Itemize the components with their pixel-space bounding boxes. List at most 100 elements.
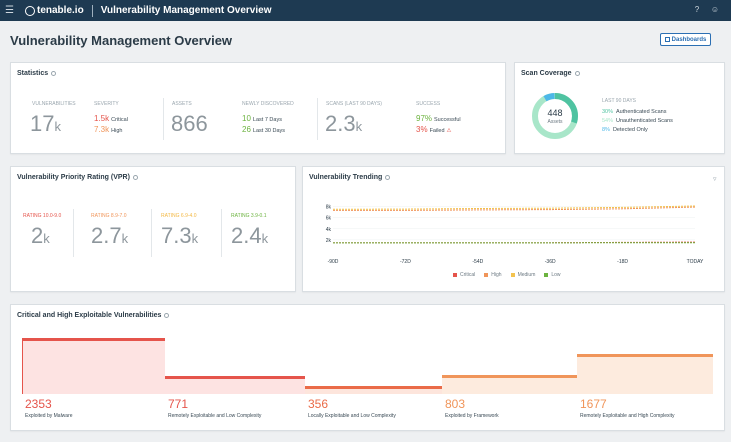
legend-medium[interactable]: Medium bbox=[510, 272, 535, 278]
divider bbox=[73, 209, 74, 257]
tenable-logo[interactable]: tenable.io bbox=[25, 5, 84, 16]
logo-mark-icon bbox=[25, 5, 35, 16]
coverage-donut[interactable] bbox=[531, 92, 579, 140]
vpr-rating-medium-label: RATING 6.9-4.0 bbox=[161, 213, 197, 219]
x-tick-label: TODAY bbox=[687, 259, 704, 265]
exploit-bar[interactable] bbox=[165, 375, 305, 394]
coverage-period: LAST 90 DAYS bbox=[602, 98, 636, 104]
assets-label: ASSETS bbox=[172, 101, 192, 107]
scan-coverage-card: Scan Coverage 448 Assets LAST 90 DAYS 30… bbox=[514, 62, 725, 154]
vpr-rating-high-label: RATING 8.9-7.0 bbox=[91, 213, 127, 219]
newly-discovered-30d[interactable]: 26 Last 30 Days bbox=[242, 125, 286, 134]
trending-card: Vulnerability Trending ▿ 8k 6k 4k 2k -90D -72… bbox=[302, 166, 725, 292]
vulnerabilities-value[interactable]: 17k bbox=[30, 111, 61, 136]
coverage-item-unauthenticated[interactable]: 54% Unauthenticated Scans bbox=[602, 118, 673, 124]
success-failed[interactable]: 3% Failed ⚠ bbox=[416, 125, 452, 134]
trending-legend: Critical High Medium Low bbox=[453, 272, 570, 278]
vpr-card: Vulnerability Priority Rating (VPR) RATI… bbox=[10, 166, 296, 292]
exploit-bar-label: Exploited by Malware bbox=[25, 413, 73, 419]
vpr-rating-low-value[interactable]: 2.4k bbox=[231, 223, 269, 248]
vpr-rating-high-value[interactable]: 2.7k bbox=[91, 223, 129, 248]
divider bbox=[317, 98, 318, 140]
grid-icon bbox=[664, 37, 670, 42]
x-tick-label: -36D bbox=[545, 259, 556, 265]
donut-detected-arc bbox=[532, 93, 578, 139]
exploit-bar-value[interactable]: 2353 bbox=[25, 397, 52, 411]
exploit-bar[interactable] bbox=[442, 374, 577, 394]
exploit-bar-value[interactable]: 803 bbox=[445, 397, 466, 411]
top-bar: ☰ tenable.io Vulnerability Management Ov… bbox=[0, 0, 731, 21]
success-label: SUCCESS bbox=[416, 101, 441, 107]
user-icon[interactable]: ☺ bbox=[710, 5, 720, 14]
exploit-bar[interactable] bbox=[22, 338, 165, 394]
hamburger-icon[interactable]: ☰ bbox=[5, 5, 14, 16]
coverage-center-label: Assets bbox=[547, 119, 563, 125]
exploit-bar-label: Exploited by Framework bbox=[445, 413, 499, 419]
y-tick-label: 6k bbox=[326, 216, 332, 222]
trending-title: Vulnerability Trending bbox=[309, 174, 383, 181]
coverage-item-detected[interactable]: 8% Detected Only bbox=[602, 127, 648, 133]
series-line-medium[interactable] bbox=[332, 205, 696, 210]
legend-high[interactable]: High bbox=[484, 272, 502, 278]
exploit-bar-label: Locally Exploitable and Low Complexity bbox=[308, 413, 396, 419]
vpr-rating-medium-value[interactable]: 7.3k bbox=[161, 223, 199, 248]
y-tick-label: 8k bbox=[326, 205, 332, 211]
exploitable-title: Critical and High Exploitable Vulnerabil… bbox=[17, 312, 162, 319]
dashboards-button[interactable]: Dashboards bbox=[660, 33, 711, 46]
y-tick-label: 2k bbox=[326, 238, 332, 244]
coverage-item-authenticated[interactable]: 30% Authenticated Scans bbox=[602, 109, 667, 115]
page-title: Vulnerability Management Overview bbox=[10, 33, 233, 48]
statistics-title: Statistics bbox=[17, 70, 49, 77]
warning-icon: ⚠ bbox=[446, 128, 452, 134]
exploit-bar-label: Remotely Exploitable and High Complexity bbox=[580, 413, 675, 419]
scans-value[interactable]: 2.3k bbox=[325, 111, 363, 136]
filter-icon[interactable]: ▿ bbox=[713, 176, 717, 183]
severity-label: SEVERITY bbox=[94, 101, 119, 107]
vpr-title: Vulnerability Priority Rating (VPR) bbox=[17, 174, 130, 181]
divider bbox=[221, 209, 222, 257]
exploit-bar-label: Remotely Exploitable and Low Complexity bbox=[168, 413, 262, 419]
help-icon[interactable]: ? bbox=[694, 5, 700, 14]
info-icon[interactable] bbox=[132, 175, 138, 180]
legend-critical[interactable]: Critical bbox=[453, 272, 475, 278]
exploit-bar-value[interactable]: 1677 bbox=[580, 397, 607, 411]
info-icon[interactable] bbox=[385, 175, 391, 180]
vpr-rating-critical-value[interactable]: 2k bbox=[31, 223, 50, 248]
brand-name: tenable.io bbox=[37, 5, 84, 16]
trending-chart[interactable]: 8k 6k 4k 2k -90D -72D -54D -36D -18D TODAY bbox=[303, 167, 726, 293]
newly-discovered-7d[interactable]: 10 Last 7 Days bbox=[242, 114, 282, 123]
exploit-bar-value[interactable]: 356 bbox=[308, 397, 329, 411]
legend-low[interactable]: Low bbox=[544, 272, 561, 278]
scans-label: SCANS (LAST 90 DAYS) bbox=[326, 101, 382, 107]
y-tick-label: 4k bbox=[326, 227, 332, 233]
info-icon[interactable] bbox=[164, 313, 170, 318]
legend-swatch bbox=[453, 273, 457, 277]
vpr-rating-low-label: RATING 3.9-0.1 bbox=[231, 213, 267, 219]
exploitable-card: Critical and High Exploitable Vulnerabil… bbox=[10, 304, 725, 431]
x-tick-label: -72D bbox=[400, 259, 411, 265]
severity-critical[interactable]: 1.5k Critical bbox=[94, 114, 128, 123]
assets-value[interactable]: 866 bbox=[171, 111, 208, 136]
series-line-high[interactable] bbox=[333, 206, 696, 211]
title-separator bbox=[91, 4, 93, 17]
info-icon[interactable] bbox=[574, 71, 580, 76]
x-tick-label: -54D bbox=[472, 259, 483, 265]
legend-swatch bbox=[484, 273, 489, 277]
success-successful[interactable]: 97% Successful bbox=[416, 114, 461, 123]
legend-swatch bbox=[510, 273, 515, 277]
vulnerabilities-label: VULNERABILITIES bbox=[32, 101, 76, 107]
exploit-bar[interactable] bbox=[305, 385, 442, 394]
legend-swatch bbox=[544, 273, 549, 277]
exploit-bar-value[interactable]: 771 bbox=[168, 397, 189, 411]
statistics-card: Statistics VULNERABILITIES 17k SEVERITY … bbox=[10, 62, 506, 154]
scan-coverage-title: Scan Coverage bbox=[521, 70, 572, 77]
divider bbox=[163, 98, 164, 140]
coverage-center-value: 448 bbox=[547, 108, 563, 118]
x-tick-label: -90D bbox=[328, 259, 339, 265]
info-icon[interactable] bbox=[51, 71, 57, 76]
newly-discovered-label: NEWLY DISCOVERED bbox=[242, 101, 294, 107]
severity-high[interactable]: 7.3k High bbox=[94, 125, 123, 134]
exploit-bar[interactable] bbox=[577, 354, 713, 394]
divider bbox=[151, 209, 152, 257]
x-tick-label: -18D bbox=[617, 259, 628, 265]
